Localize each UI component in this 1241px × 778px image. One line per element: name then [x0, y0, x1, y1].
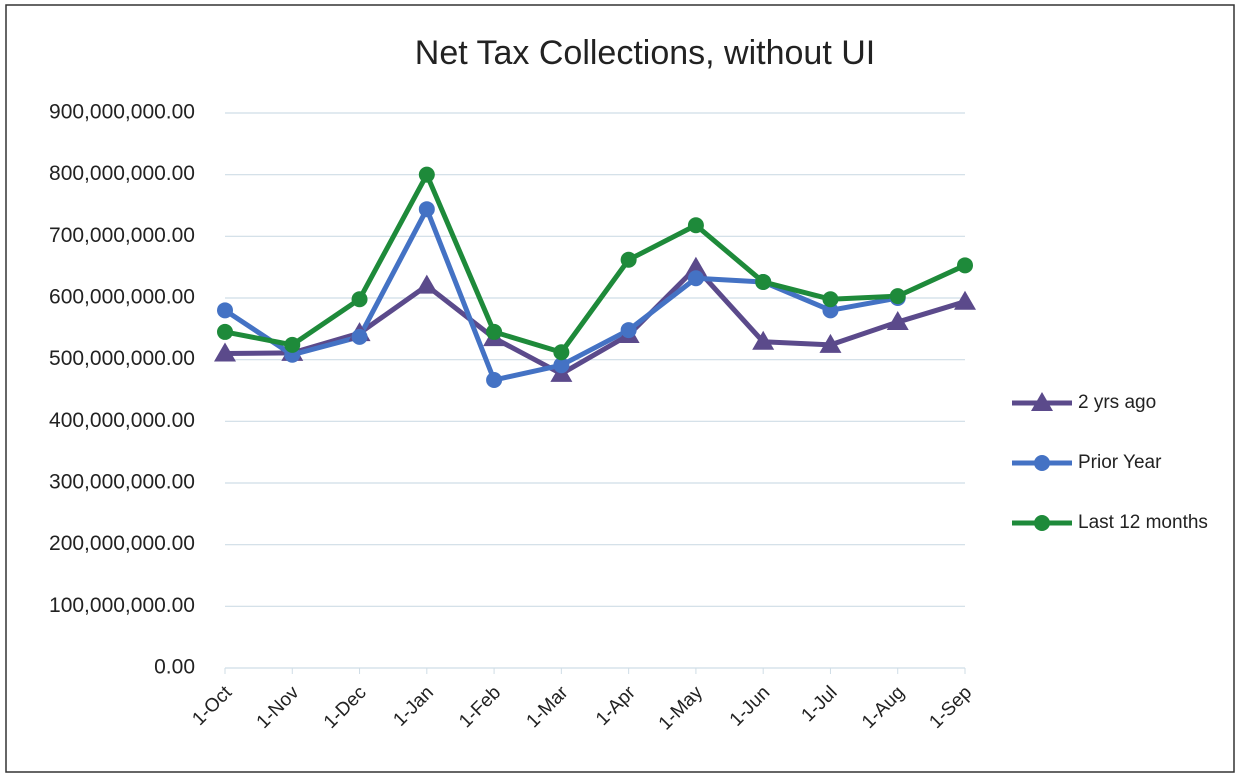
data-point	[486, 323, 503, 340]
data-point	[217, 302, 233, 319]
legend-label: Prior Year	[1078, 452, 1162, 473]
data-point	[620, 322, 637, 339]
y-tick-label: 900,000,000.00	[49, 101, 195, 124]
y-tick-label: 700,000,000.00	[49, 224, 195, 247]
data-point	[687, 217, 704, 234]
data-point	[217, 323, 233, 340]
chart-border	[5, 4, 1235, 773]
data-point	[553, 344, 570, 361]
series-line	[224, 172, 967, 355]
data-point	[418, 201, 435, 218]
data-point	[886, 311, 909, 331]
data-point	[284, 336, 301, 353]
legend-label: 2 yrs ago	[1078, 392, 1156, 413]
data-point	[687, 270, 704, 287]
y-tick-label: 600,000,000.00	[49, 286, 195, 309]
y-tick-label: 300,000,000.00	[49, 471, 195, 494]
y-tick-label: 100,000,000.00	[49, 594, 195, 617]
data-point	[684, 256, 707, 276]
legend-label: Last 12 months	[1078, 512, 1208, 533]
data-point	[752, 330, 775, 350]
y-tick-label: 800,000,000.00	[49, 162, 195, 185]
legend-marker	[1031, 392, 1053, 411]
legend-marker	[1034, 515, 1050, 531]
legend-marker	[1034, 455, 1050, 471]
data-point	[755, 273, 772, 290]
chart-title: Net Tax Collections, without UI	[415, 34, 875, 72]
data-point	[822, 302, 839, 319]
data-point	[822, 291, 839, 308]
data-point	[954, 290, 976, 310]
data-point	[553, 357, 570, 374]
data-point	[214, 342, 236, 362]
y-tick-label: 400,000,000.00	[49, 409, 195, 432]
data-point	[889, 288, 906, 305]
data-point	[415, 274, 438, 294]
data-point	[620, 251, 637, 268]
data-point	[418, 166, 435, 183]
y-tick-label: 500,000,000.00	[49, 347, 195, 370]
y-tick-label: 0.00	[154, 656, 195, 679]
data-point	[819, 333, 842, 353]
data-point	[351, 291, 368, 308]
y-tick-label: 200,000,000.00	[49, 532, 195, 555]
data-point	[486, 372, 503, 389]
series-line	[224, 265, 966, 377]
data-point	[351, 328, 368, 345]
data-point	[957, 257, 973, 274]
